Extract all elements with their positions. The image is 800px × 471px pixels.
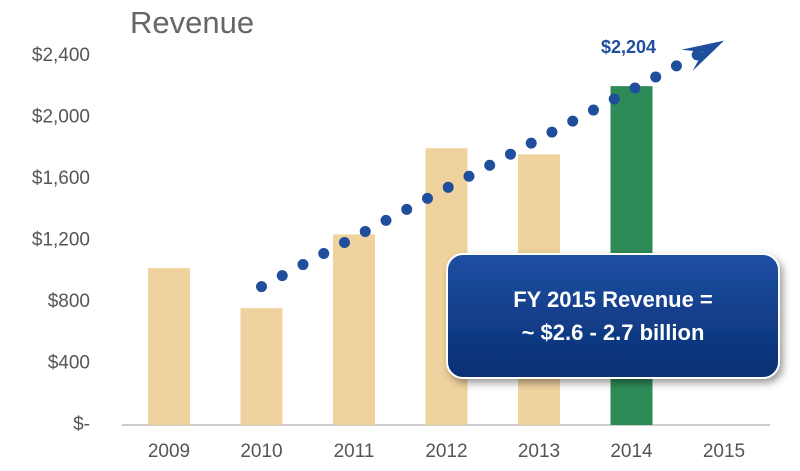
x-tick-label: 2011 xyxy=(334,441,375,462)
bar xyxy=(333,234,375,425)
x-tick-label: 2014 xyxy=(610,441,653,462)
y-tick-label: $1,600 xyxy=(32,168,90,189)
x-tick-label: 2010 xyxy=(240,441,282,462)
x-tick-label: 2013 xyxy=(518,441,560,462)
y-tick-label: $1,200 xyxy=(32,230,90,251)
y-tick-label: $800 xyxy=(48,291,90,312)
y-tick-label: $2,400 xyxy=(32,45,90,66)
y-tick-label: $- xyxy=(73,414,90,435)
y-tick-label: $400 xyxy=(48,353,90,374)
y-tick-label: $2,000 xyxy=(32,107,90,128)
chart-title: Revenue xyxy=(130,5,254,40)
annotation-text: ~ $2.6 - 2.7 billion xyxy=(522,320,705,345)
annotation-text: FY 2015 Revenue = xyxy=(513,287,713,312)
x-tick-label: 2012 xyxy=(425,441,467,462)
bar xyxy=(148,268,190,425)
annotation-box xyxy=(446,253,780,379)
value-label: $2,204 xyxy=(601,37,656,57)
x-tick-label: 2009 xyxy=(148,441,190,462)
bar xyxy=(240,308,283,425)
x-tick-label: 2015 xyxy=(703,441,745,462)
trend-arrow xyxy=(681,40,724,71)
